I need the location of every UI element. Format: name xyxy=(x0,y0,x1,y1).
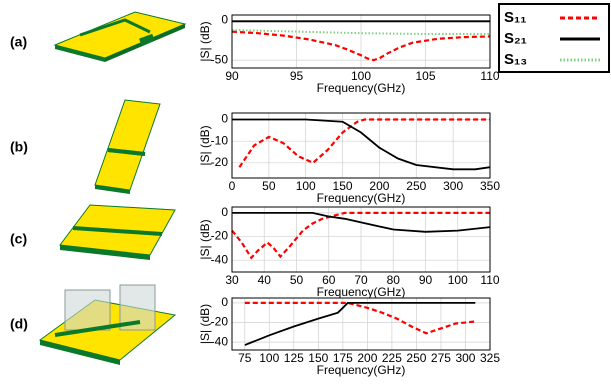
x-tick-label: 300 xyxy=(443,179,463,193)
legend: S₁₁ S₂₁ S₁₃ xyxy=(499,4,609,72)
y-tick-label: 0 xyxy=(221,112,228,126)
device-c xyxy=(60,205,175,260)
x-axis-label: Frequency(GHz) xyxy=(317,285,406,299)
figure: S₁₁ S₂₁ S₁₃ (a) 90 95 100 105 110 -50 0 Frequency(… xyxy=(0,0,611,385)
device-a xyxy=(55,12,185,62)
x-tick-label: 275 xyxy=(431,351,451,365)
series-line xyxy=(239,120,490,168)
y-tick-label: -10 xyxy=(211,133,229,147)
y-tick-label: 0 xyxy=(221,295,228,309)
x-tick-label: 350 xyxy=(480,179,500,193)
y-tick-label: -20 xyxy=(211,315,229,329)
x-tick-label: 125 xyxy=(284,351,304,365)
y-tick-label: 0 xyxy=(221,13,228,27)
x-tick-label: 105 xyxy=(415,69,435,83)
x-tick-label: 300 xyxy=(455,351,475,365)
legend-label: S₂₁ xyxy=(504,30,527,47)
x-tick-label: 50 xyxy=(290,273,304,287)
x-tick-label: 100 xyxy=(296,179,316,193)
x-tick-label: 90 xyxy=(225,69,239,83)
x-axis-label: Frequency(GHz) xyxy=(317,363,406,377)
x-tick-label: 325 xyxy=(480,351,500,365)
x-tick-label: 75 xyxy=(238,351,252,365)
y-axis-label: |S| (dB) xyxy=(198,219,212,259)
x-tick-label: 110 xyxy=(480,273,499,287)
x-tick-label: 250 xyxy=(406,351,426,365)
y-axis-label: |S| (dB) xyxy=(198,304,212,344)
series-line xyxy=(232,120,490,170)
y-axis-label: |S| (dB) xyxy=(198,21,212,61)
x-tick-label: 90 xyxy=(419,273,433,287)
x-tick-label: 30 xyxy=(225,273,239,287)
x-tick-label: 95 xyxy=(290,69,304,83)
y-tick-label: -40 xyxy=(211,334,229,348)
y-tick-label: -40 xyxy=(211,252,229,266)
device-d xyxy=(40,285,175,365)
y-tick-label: -20 xyxy=(211,155,229,169)
y-tick-label: -50 xyxy=(211,52,229,66)
x-tick-label: 250 xyxy=(406,179,426,193)
x-tick-label: 0 xyxy=(229,179,236,193)
panel-label: (b) xyxy=(10,139,28,155)
panel-label: (c) xyxy=(10,231,27,247)
y-axis-label: |S| (dB) xyxy=(198,125,212,165)
x-tick-label: 100 xyxy=(259,351,279,365)
device-b xyxy=(95,100,160,194)
legend-label: S₁₁ xyxy=(504,9,526,26)
x-tick-label: 40 xyxy=(258,273,272,287)
x-axis-label: Frequency(GHz) xyxy=(317,81,406,95)
panel-label: (a) xyxy=(10,34,27,50)
legend-label: S₁₃ xyxy=(504,51,527,68)
y-tick-label: -20 xyxy=(211,229,229,243)
x-tick-label: 50 xyxy=(262,179,276,193)
x-tick-label: 110 xyxy=(480,69,499,83)
x-axis-label: Frequency(GHz) xyxy=(317,191,406,205)
x-tick-label: 100 xyxy=(448,273,468,287)
y-tick-label: 0 xyxy=(221,205,228,219)
panel-label: (d) xyxy=(10,316,28,332)
